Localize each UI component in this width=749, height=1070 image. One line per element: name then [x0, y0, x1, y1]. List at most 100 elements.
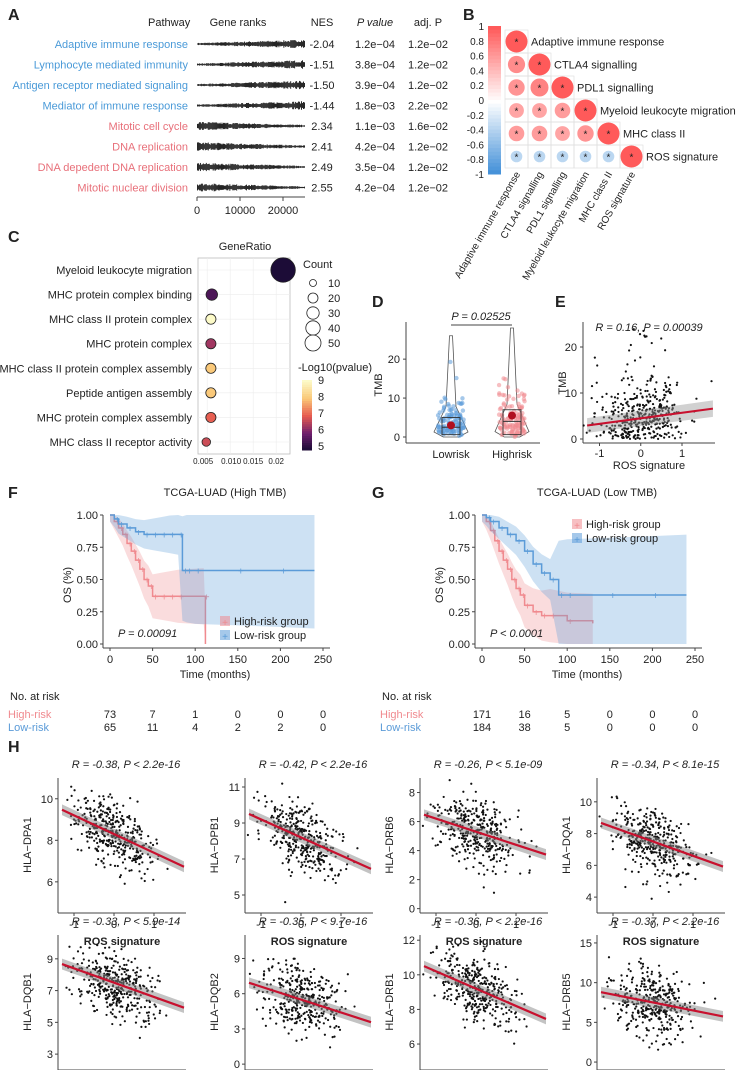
scatter-point: [628, 437, 632, 440]
scatter-point: [656, 437, 660, 440]
gene-rank-tick: [247, 185, 248, 190]
scatter-point: [339, 869, 342, 872]
gene-rank-tick: [213, 43, 215, 45]
scatter-point: [268, 969, 271, 972]
scatter-point: [458, 800, 462, 803]
scatter-point: [309, 833, 312, 837]
gene-rank-tick: [304, 166, 305, 168]
gene-rank-tick: [216, 185, 218, 190]
scatter-point: [303, 849, 307, 852]
scatter-point: [120, 848, 123, 851]
scatter-point: [125, 963, 128, 966]
scatter-point: [665, 1037, 668, 1041]
scatter-point: [489, 847, 492, 850]
y-tick-label: 0.50: [77, 575, 98, 587]
scatter-point: [353, 1005, 356, 1008]
censor-mark: +: [495, 537, 501, 548]
scatter-point: [277, 818, 280, 821]
gene-rank-tick: [235, 82, 237, 88]
gene-rank-tick: [214, 63, 216, 66]
scatter-point: [490, 982, 493, 985]
scatter-point: [109, 1011, 112, 1014]
scatter-point: [651, 419, 654, 422]
scatter-point: [107, 795, 110, 798]
scatter-point: [104, 969, 107, 972]
colorbar-segment: [488, 129, 501, 134]
gene-rank-tick: [245, 82, 247, 88]
scatter-point: [608, 427, 611, 430]
scatter-point: [654, 423, 657, 426]
gene-rank-tick: [292, 101, 294, 110]
scatter-point: [272, 816, 275, 819]
scatter-point: [657, 831, 660, 835]
scatter-point: [117, 842, 120, 845]
scatter-point: [477, 872, 481, 875]
gene-rank-tick: [248, 123, 249, 129]
scatter-point: [309, 970, 312, 974]
x-tick-label: 0: [107, 654, 113, 666]
risk-value: 0: [277, 709, 283, 721]
gene-rank-tick: [299, 80, 301, 90]
scatter-point: [302, 969, 305, 972]
scatter-point: [640, 828, 643, 831]
x-tick-label: 200: [643, 654, 661, 666]
scatter-point: [636, 387, 639, 390]
scatter-point: [279, 809, 282, 812]
gene-rank-tick: [206, 104, 208, 107]
scatter-point: [619, 402, 623, 405]
scatter-point: [309, 817, 312, 820]
scatter-point: [590, 384, 594, 388]
y-tick-label: 0.75: [449, 542, 470, 554]
jitter-point: [515, 388, 520, 393]
scatter-point: [261, 1006, 265, 1009]
scatter-point: [326, 1018, 330, 1022]
gene-rank-tick: [286, 60, 288, 69]
scatter-point: [494, 813, 497, 816]
jitter-point: [448, 407, 454, 413]
scatter-point: [131, 1004, 134, 1007]
scatter-point: [91, 967, 95, 970]
gene-rank-tick: [272, 41, 274, 47]
scatter-point: [462, 975, 465, 978]
scatter-point: [497, 977, 500, 981]
scatter-point: [97, 845, 100, 848]
gene-rank-tick: [210, 42, 212, 46]
censor-mark: +: [525, 601, 531, 612]
gene-rank-tick: [230, 163, 232, 171]
scatter-point: [658, 409, 661, 412]
heatmap-cell: [619, 144, 644, 169]
y-tick-label: 0.25: [77, 607, 98, 619]
scatter-point: [295, 825, 298, 829]
heatmap-circle: [505, 30, 528, 53]
gene-rank-tick: [300, 145, 301, 148]
gene-rank-tick: [228, 83, 230, 87]
scatter-point: [676, 1000, 679, 1003]
gene-rank-tick: [263, 165, 265, 169]
heatmap-circle: [533, 150, 546, 163]
scatter-point: [138, 870, 141, 873]
censor-mark: +: [182, 566, 188, 577]
scatter-point: [316, 984, 320, 987]
scatter-point: [114, 960, 117, 963]
scatter-point: [317, 1015, 320, 1018]
gene-rank-tick: [275, 81, 277, 89]
gene-rank-tick: [253, 82, 255, 88]
scatter-point: [665, 832, 668, 835]
scatter-point: [125, 973, 128, 976]
gene-rank-tick: [212, 185, 214, 190]
scatter-point: [72, 976, 75, 979]
scatter-point: [643, 426, 646, 430]
scatter-point: [128, 993, 131, 997]
scatter-point: [504, 820, 507, 823]
scatter-point: [630, 420, 633, 423]
heatmap-circle: [597, 122, 620, 145]
category-label: MHC protein complex binding: [48, 290, 192, 302]
scatter-point: [86, 799, 89, 802]
scatter-point: [484, 813, 487, 817]
gene-rank-tick: [212, 163, 214, 171]
scatter-point: [693, 1002, 696, 1005]
censor-mark: +: [161, 592, 167, 603]
scatter-point: [314, 1015, 317, 1018]
regression-line: [248, 981, 372, 1024]
scatter-point: [478, 843, 481, 847]
